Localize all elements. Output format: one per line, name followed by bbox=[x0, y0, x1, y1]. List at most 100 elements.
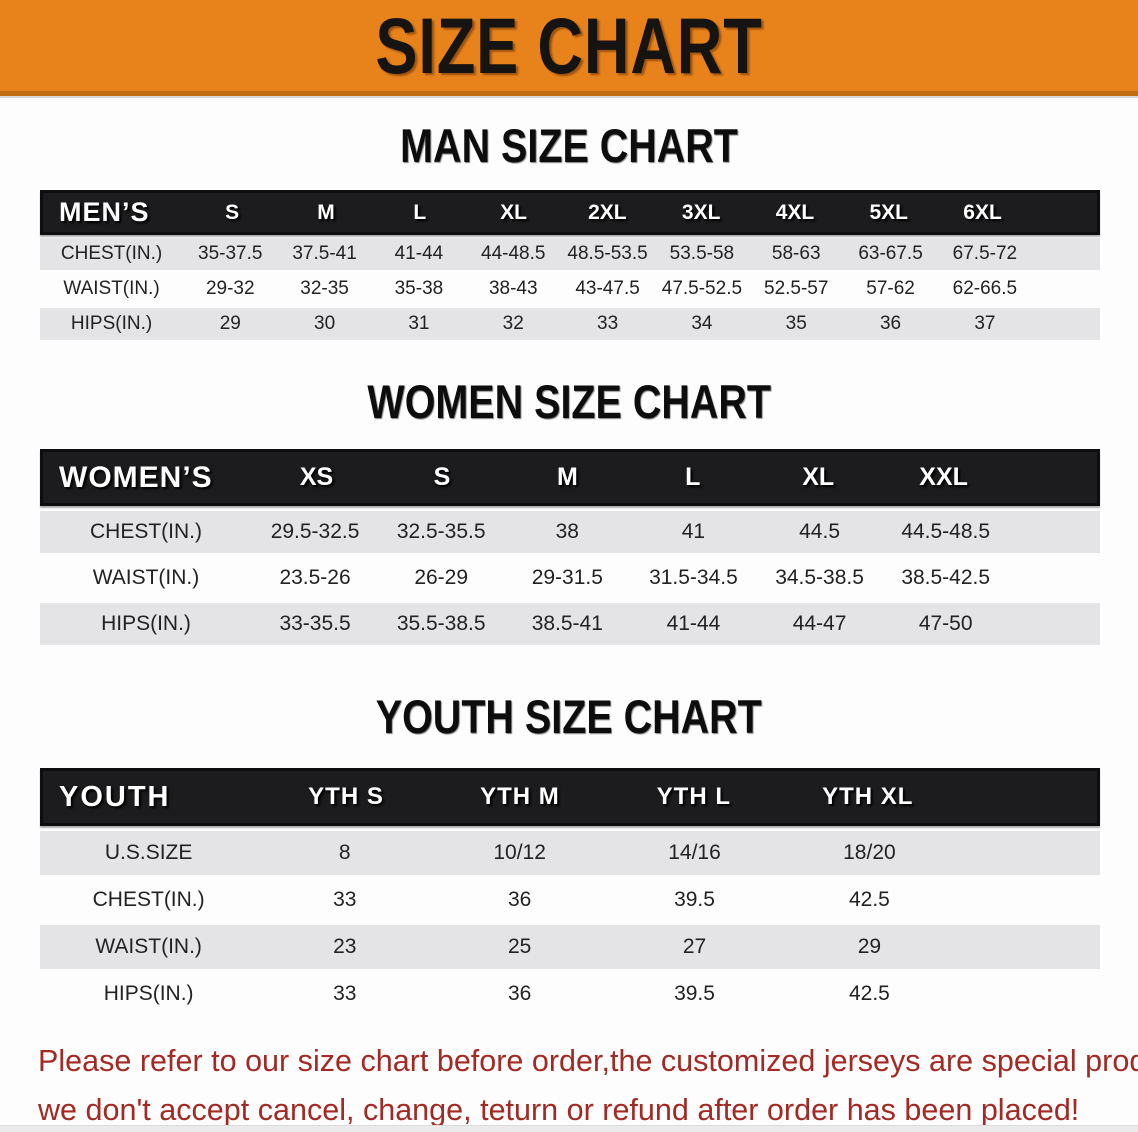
value-cell: 18/20 bbox=[843, 841, 896, 864]
women-row-chest: CHEST(IN.) 29.5-32.5 32.5-35.5 38 41 44.… bbox=[40, 511, 1100, 553]
men-size-col: 6XL bbox=[963, 200, 1002, 224]
value-cell: 62-66.5 bbox=[952, 278, 1018, 299]
men-size-col: 4XL bbox=[775, 200, 815, 224]
value-cell: 52.5-57 bbox=[764, 278, 829, 299]
value-cell: 47-50 bbox=[918, 612, 973, 635]
men-size-col: 2XL bbox=[588, 200, 627, 224]
value-cell: 36 bbox=[507, 888, 532, 911]
men-size-col: XL bbox=[500, 200, 527, 224]
value-cell: 42.5 bbox=[848, 982, 890, 1005]
women-size-col: S bbox=[433, 463, 451, 491]
women-row-waist: WAIST(IN.) 23.5-26 26-29 29-31.5 31.5-34… bbox=[40, 557, 1100, 599]
value-cell: 48.5-53.5 bbox=[567, 243, 648, 264]
value-cell: 35.5-38.5 bbox=[396, 612, 486, 635]
women-size-col: M bbox=[556, 463, 578, 491]
men-header-label: MEN’S bbox=[59, 197, 150, 227]
value-cell: 25 bbox=[507, 935, 532, 958]
row-label: HIPS(IN.) bbox=[101, 612, 191, 635]
value-cell: 29.5-32.5 bbox=[270, 520, 360, 543]
value-cell: 30 bbox=[314, 313, 336, 334]
women-size-col: XS bbox=[299, 463, 334, 491]
disclaimer-text: Please refer to our size chart before or… bbox=[38, 1036, 1138, 1132]
youth-row-waist: WAIST(IN.) 23 25 27 29 bbox=[40, 925, 1100, 969]
value-cell: 29 bbox=[219, 313, 241, 334]
banner: SIZE CHART bbox=[0, 0, 1138, 96]
value-cell: 57-62 bbox=[866, 278, 915, 299]
row-label: WAIST(IN.) bbox=[63, 278, 160, 299]
row-label: HIPS(IN.) bbox=[103, 982, 194, 1005]
youth-size-col: YTH L bbox=[656, 783, 731, 810]
youth-row-hips: HIPS(IN.) 33 36 39.5 42.5 bbox=[40, 972, 1100, 1016]
value-cell: 41-44 bbox=[394, 243, 444, 264]
value-cell: 39.5 bbox=[674, 888, 715, 911]
value-cell: 14/16 bbox=[668, 841, 721, 864]
men-row-hips: HIPS(IN.) 29 30 31 32 33 34 35 36 37 bbox=[40, 308, 1100, 340]
youth-heading-text: YOUTH SIZE CHART bbox=[375, 690, 763, 743]
value-cell: 41-44 bbox=[666, 612, 721, 635]
row-label: WAIST(IN.) bbox=[92, 566, 200, 589]
youth-table-header: YOUTH YTH S YTH M YTH L YTH XL bbox=[40, 768, 1100, 826]
men-size-col: S bbox=[225, 200, 240, 224]
disclaimer-line-2: we don't accept cancel, change, teturn o… bbox=[38, 1092, 1080, 1127]
value-cell: 27 bbox=[682, 935, 707, 958]
value-cell: 29-31.5 bbox=[531, 566, 603, 589]
value-cell: 67.5-72 bbox=[952, 243, 1018, 264]
women-table-header: WOMEN’S XS S M L XL XXL bbox=[40, 449, 1100, 506]
value-cell: 43-47.5 bbox=[575, 278, 640, 299]
youth-header-label: YOUTH bbox=[59, 780, 171, 813]
value-cell: 38 bbox=[555, 520, 579, 543]
value-cell: 38.5-42.5 bbox=[901, 566, 991, 589]
value-cell: 35-37.5 bbox=[198, 243, 263, 264]
value-cell: 38.5-41 bbox=[531, 612, 603, 635]
women-size-col: XL bbox=[802, 463, 835, 491]
youth-size-table: YOUTH YTH S YTH M YTH L YTH XL U.S.SIZE … bbox=[40, 768, 1100, 1016]
value-cell: 35 bbox=[785, 313, 807, 334]
value-cell: 53.5-58 bbox=[669, 243, 735, 264]
value-cell: 37.5-41 bbox=[292, 243, 357, 264]
youth-size-col: YTH M bbox=[480, 783, 560, 810]
value-cell: 29-32 bbox=[205, 278, 255, 299]
women-size-col: XXL bbox=[919, 463, 968, 491]
women-heading-text: WOMEN SIZE CHART bbox=[367, 375, 771, 428]
value-cell: 29 bbox=[857, 935, 882, 958]
women-size-table: WOMEN’S XS S M L XL XXL CHEST(IN.) 29.5-… bbox=[40, 449, 1100, 645]
value-cell: 35-38 bbox=[394, 278, 444, 299]
value-cell: 33 bbox=[333, 888, 357, 911]
men-table-header: MEN’S S M L XL 2XL 3XL 4XL 5XL 6XL bbox=[40, 190, 1100, 235]
women-section-heading: WOMEN SIZE CHART bbox=[0, 374, 1138, 429]
value-cell: 36 bbox=[507, 982, 532, 1005]
men-row-waist: WAIST(IN.) 29-32 32-35 35-38 38-43 43-47… bbox=[40, 273, 1100, 305]
disclaimer-line-1: Please refer to our size chart before or… bbox=[38, 1043, 1138, 1078]
men-size-col: 5XL bbox=[869, 200, 909, 224]
value-cell: 39.5 bbox=[674, 982, 715, 1005]
value-cell: 58-63 bbox=[771, 243, 821, 264]
value-cell: 34 bbox=[691, 313, 713, 334]
value-cell: 33 bbox=[333, 982, 357, 1005]
value-cell: 33-35.5 bbox=[279, 612, 351, 635]
value-cell: 36 bbox=[879, 313, 902, 334]
value-cell: 44.5-48.5 bbox=[901, 520, 991, 543]
men-row-chest: CHEST(IN.) 35-37.5 37.5-41 41-44 44-48.5… bbox=[40, 238, 1100, 270]
value-cell: 32 bbox=[502, 313, 524, 334]
value-cell: 31.5-34.5 bbox=[649, 566, 738, 589]
value-cell: 44.5 bbox=[799, 520, 840, 543]
youth-section-heading: YOUTH SIZE CHART bbox=[0, 689, 1138, 744]
value-cell: 38-43 bbox=[488, 278, 538, 299]
women-header-label: WOMEN’S bbox=[59, 460, 213, 494]
men-size-table: MEN’S S M L XL 2XL 3XL 4XL 5XL 6XL CHEST… bbox=[40, 190, 1100, 340]
men-size-col: L bbox=[413, 200, 427, 224]
value-cell: 23 bbox=[333, 935, 357, 958]
row-label: CHEST(IN.) bbox=[92, 888, 205, 911]
value-cell: 41 bbox=[681, 520, 706, 543]
value-cell: 44-48.5 bbox=[481, 243, 546, 264]
value-cell: 47.5-52.5 bbox=[661, 278, 743, 299]
value-cell: 8 bbox=[338, 841, 351, 864]
row-label: U.S.SIZE bbox=[104, 841, 193, 864]
row-label: CHEST(IN.) bbox=[60, 243, 163, 264]
banner-title: SIZE CHART bbox=[375, 0, 763, 90]
value-cell: 23.5-26 bbox=[279, 566, 351, 589]
value-cell: 63-67.5 bbox=[858, 243, 923, 264]
row-label: CHEST(IN.) bbox=[90, 520, 202, 543]
men-section-heading: MAN SIZE CHART bbox=[0, 118, 1138, 173]
